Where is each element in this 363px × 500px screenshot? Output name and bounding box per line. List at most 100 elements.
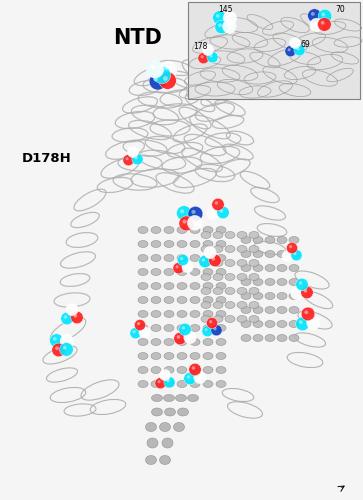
Circle shape <box>218 24 222 27</box>
Ellipse shape <box>177 296 187 304</box>
Ellipse shape <box>237 288 247 294</box>
Ellipse shape <box>265 278 275 285</box>
Circle shape <box>50 334 63 347</box>
Ellipse shape <box>216 338 226 345</box>
Ellipse shape <box>203 380 213 388</box>
Ellipse shape <box>277 278 287 285</box>
Circle shape <box>292 40 295 43</box>
Ellipse shape <box>216 226 226 234</box>
Circle shape <box>211 324 222 336</box>
Ellipse shape <box>203 310 213 318</box>
Ellipse shape <box>138 366 148 374</box>
Ellipse shape <box>177 380 187 388</box>
Ellipse shape <box>241 278 251 285</box>
Circle shape <box>66 304 78 316</box>
Circle shape <box>71 312 83 324</box>
Ellipse shape <box>249 260 259 266</box>
Ellipse shape <box>203 296 213 304</box>
Circle shape <box>178 254 189 266</box>
Ellipse shape <box>253 292 263 300</box>
Circle shape <box>184 332 196 344</box>
Ellipse shape <box>164 240 174 248</box>
Circle shape <box>142 330 145 332</box>
Ellipse shape <box>138 310 148 318</box>
Ellipse shape <box>249 316 259 322</box>
Ellipse shape <box>203 366 213 374</box>
Ellipse shape <box>151 394 163 402</box>
Circle shape <box>191 210 196 214</box>
Ellipse shape <box>201 316 211 322</box>
Ellipse shape <box>237 260 247 266</box>
Circle shape <box>294 290 297 294</box>
Ellipse shape <box>225 246 235 252</box>
Ellipse shape <box>203 324 213 332</box>
Ellipse shape <box>138 240 148 248</box>
Circle shape <box>173 262 184 274</box>
Ellipse shape <box>249 232 259 238</box>
Ellipse shape <box>216 282 226 290</box>
Ellipse shape <box>177 268 187 276</box>
Ellipse shape <box>188 394 199 402</box>
Ellipse shape <box>151 296 161 304</box>
Ellipse shape <box>289 264 299 272</box>
Circle shape <box>188 206 203 221</box>
Ellipse shape <box>174 422 184 432</box>
Circle shape <box>227 14 230 18</box>
Ellipse shape <box>164 338 174 345</box>
Ellipse shape <box>177 352 187 360</box>
Ellipse shape <box>201 246 211 252</box>
Circle shape <box>285 46 296 56</box>
Ellipse shape <box>138 282 148 290</box>
Circle shape <box>69 306 72 310</box>
Circle shape <box>203 44 213 56</box>
Circle shape <box>164 376 175 388</box>
Circle shape <box>204 328 208 332</box>
Ellipse shape <box>164 296 174 304</box>
Ellipse shape <box>138 352 148 360</box>
Ellipse shape <box>253 320 263 328</box>
Circle shape <box>64 315 67 318</box>
Ellipse shape <box>241 236 251 244</box>
Circle shape <box>162 372 165 375</box>
Circle shape <box>215 20 229 34</box>
Ellipse shape <box>190 380 200 388</box>
Ellipse shape <box>201 288 211 294</box>
Ellipse shape <box>213 288 223 294</box>
Circle shape <box>174 332 186 344</box>
Circle shape <box>179 216 194 231</box>
Circle shape <box>204 246 216 258</box>
Circle shape <box>287 48 291 51</box>
Ellipse shape <box>164 352 174 360</box>
Ellipse shape <box>225 302 235 308</box>
Circle shape <box>217 206 229 218</box>
Circle shape <box>191 219 195 223</box>
Ellipse shape <box>177 366 187 374</box>
Ellipse shape <box>216 380 226 388</box>
Circle shape <box>212 257 215 260</box>
Ellipse shape <box>277 292 287 300</box>
Circle shape <box>220 209 223 212</box>
Ellipse shape <box>241 320 251 328</box>
Ellipse shape <box>201 274 211 280</box>
Ellipse shape <box>213 316 223 322</box>
Circle shape <box>158 70 162 76</box>
Circle shape <box>305 310 308 314</box>
Ellipse shape <box>162 438 173 448</box>
Ellipse shape <box>213 260 223 266</box>
Circle shape <box>60 342 73 356</box>
Ellipse shape <box>216 268 226 276</box>
Circle shape <box>179 324 191 336</box>
Bar <box>188 2 360 99</box>
Circle shape <box>282 250 293 262</box>
Ellipse shape <box>265 320 275 328</box>
Circle shape <box>210 210 213 214</box>
Circle shape <box>301 286 313 298</box>
Circle shape <box>207 52 218 63</box>
Circle shape <box>205 47 208 50</box>
Ellipse shape <box>253 306 263 314</box>
Ellipse shape <box>190 310 200 318</box>
Text: D178H: D178H <box>22 152 72 164</box>
Circle shape <box>198 52 209 64</box>
Ellipse shape <box>177 240 187 248</box>
Circle shape <box>134 320 146 330</box>
